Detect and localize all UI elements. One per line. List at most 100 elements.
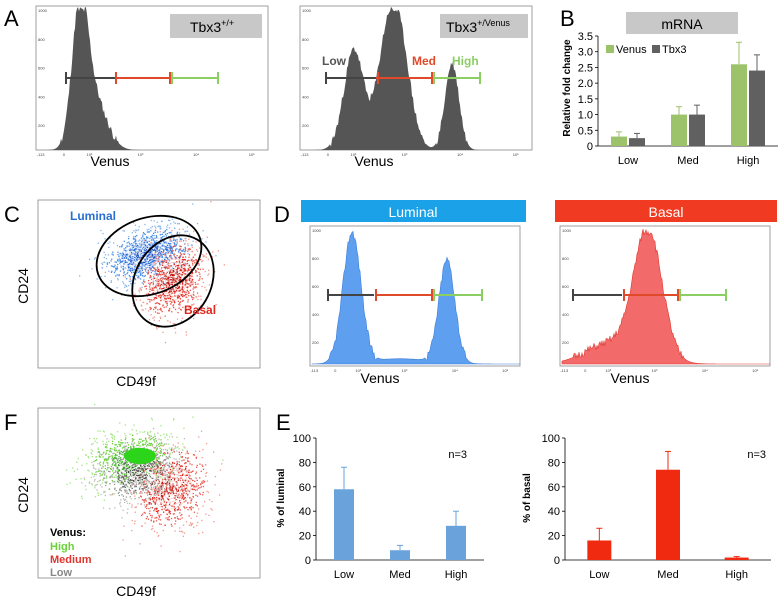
scatter-dot	[128, 280, 130, 283]
scatter-dot	[156, 236, 158, 238]
scatter-dot	[110, 475, 112, 477]
scatter-dot	[119, 445, 121, 447]
scatter-dot	[114, 270, 116, 272]
scatter-dot	[157, 432, 159, 434]
scatter-dot	[138, 479, 141, 481]
scatter-dot	[106, 462, 108, 464]
scatter-dot	[158, 255, 160, 258]
scatter-dot	[162, 293, 164, 295]
scatter-dot	[156, 248, 159, 250]
scatter-dot	[154, 252, 156, 254]
scatter-dot	[127, 464, 129, 466]
scatter-dot	[122, 509, 124, 511]
scatter-dot	[131, 441, 133, 443]
bar-low	[334, 489, 354, 560]
scatter-dot	[148, 262, 150, 264]
scatter-dot	[118, 255, 120, 258]
scatter-dot	[142, 248, 144, 250]
scatter-dot	[111, 436, 113, 438]
scatter-dot	[172, 323, 174, 325]
scatter-dot	[164, 341, 167, 344]
scatter-dot	[195, 269, 197, 272]
scatter-dot	[119, 259, 121, 261]
scatter-dot	[197, 268, 199, 270]
scatter-dot	[139, 299, 141, 301]
scatter-dot	[123, 446, 125, 448]
scatter-dot	[133, 472, 135, 474]
scatter-dot	[154, 446, 156, 449]
scatter-dot	[150, 314, 152, 316]
scatter-dot	[182, 494, 184, 497]
scatter-dot	[118, 441, 120, 443]
scatter-dot	[139, 480, 141, 482]
plot-frame-basal	[559, 225, 771, 367]
scatter-dot	[140, 250, 142, 252]
scatter-dot	[144, 491, 146, 494]
scatter-dot	[165, 248, 168, 251]
scatter-dot	[208, 273, 210, 275]
scatter-dot	[152, 288, 154, 290]
scatter-dot	[125, 445, 128, 447]
scatter-dot	[139, 270, 141, 272]
scatter-dot	[200, 486, 202, 488]
scatter-dot	[176, 233, 178, 235]
scatter-dot	[102, 440, 104, 443]
scatter-dot	[135, 229, 137, 231]
scatter-dot	[104, 474, 106, 476]
density-contour	[126, 463, 150, 481]
scatter-dot	[168, 519, 170, 521]
scatter-dot	[173, 479, 176, 481]
scatter-dot	[138, 483, 140, 485]
scatter-dot	[155, 295, 157, 297]
scatter-dot	[127, 467, 130, 469]
scatter-dot	[119, 270, 122, 272]
scatter-dot	[169, 487, 171, 489]
scatter-dot	[177, 300, 179, 302]
scatter-dot	[130, 492, 132, 494]
scatter-dot	[203, 480, 206, 483]
scatter-dot	[182, 249, 184, 252]
scatter-dot	[150, 219, 152, 222]
y-tick-label: 400	[312, 312, 319, 317]
scatter-dot	[113, 452, 115, 454]
scatter-dot	[169, 297, 171, 299]
scatter-dot	[178, 448, 180, 450]
scatter-dot	[94, 478, 96, 481]
scatter-dot	[88, 258, 91, 260]
scatter-dot	[193, 303, 195, 305]
scatter-dot	[201, 519, 203, 522]
scatter-dot	[179, 249, 181, 251]
scatter-dot	[186, 506, 188, 509]
scatter-dot	[141, 262, 143, 264]
scatter-dot	[133, 230, 135, 232]
scatter-dot	[190, 268, 192, 270]
scatter-dot	[75, 478, 77, 480]
scatter-dot	[156, 457, 158, 459]
scatter-dot	[94, 257, 96, 259]
scatter-dot	[149, 260, 151, 262]
scatter-dot	[91, 443, 93, 446]
scatter-dot	[158, 268, 160, 271]
scatter-dot	[134, 239, 137, 241]
scatter-dot	[165, 474, 167, 476]
scatter-dot	[121, 442, 123, 444]
x-tick-label: 10³	[402, 368, 408, 373]
x-tick-label: -113	[560, 368, 568, 373]
scatter-dot	[163, 473, 165, 475]
scatter-dot	[131, 438, 133, 440]
y-tick-label: 800	[38, 37, 45, 42]
scatter-dot	[214, 484, 216, 486]
scatter-dot	[120, 477, 122, 479]
scatter-dot	[153, 521, 155, 523]
scatter-dot	[149, 259, 151, 261]
scatter-dot	[207, 274, 209, 276]
density-contour	[152, 258, 192, 302]
scatter-dot	[176, 436, 178, 438]
scatter-dot	[142, 489, 144, 492]
scatter-dot	[157, 510, 159, 512]
scatter-dot	[163, 235, 165, 237]
scatter-dot	[152, 436, 155, 438]
scatter-dot	[121, 246, 123, 248]
scatter-dot	[169, 219, 171, 222]
scatter-dot	[143, 279, 145, 281]
